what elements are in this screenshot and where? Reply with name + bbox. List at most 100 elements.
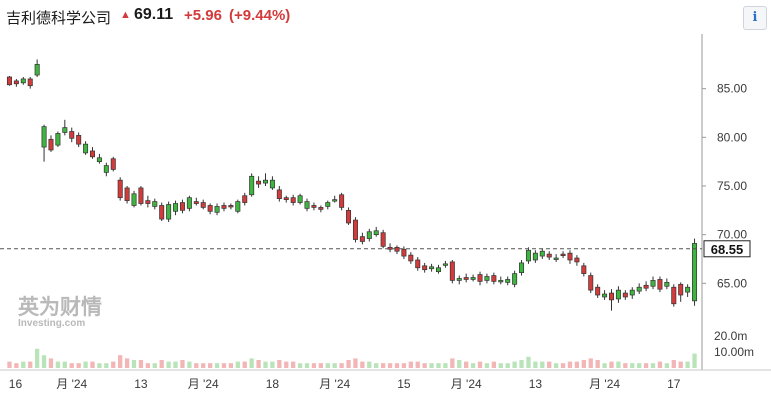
- candle: [13, 78, 19, 87]
- candle: [380, 229, 386, 249]
- candle-body: [34, 63, 40, 76]
- candle: [442, 260, 448, 268]
- chart-frame: [0, 34, 771, 371]
- volume-bar: [692, 353, 697, 368]
- volume-axis: 20.0m 10.00m: [714, 329, 754, 359]
- candle: [629, 287, 635, 299]
- volume-bar: [623, 363, 628, 368]
- candle: [55, 131, 61, 148]
- volume-bar: [34, 348, 40, 368]
- candle: [643, 281, 649, 292]
- volume-bar: [664, 363, 670, 368]
- candle-body: [484, 276, 490, 281]
- candle-body: [159, 205, 165, 220]
- candle-body: [436, 267, 441, 273]
- candle: [311, 202, 317, 211]
- candle-body: [622, 292, 628, 298]
- candle: [560, 251, 566, 259]
- candle: [532, 250, 538, 263]
- volume-bar: [470, 363, 476, 368]
- volume-bar: [21, 361, 26, 368]
- volume-bar: [512, 361, 517, 368]
- candle-body: [117, 179, 123, 199]
- candle-body: [456, 278, 462, 281]
- candle-body: [657, 279, 663, 290]
- candle: [422, 262, 428, 273]
- candle-body: [263, 179, 268, 184]
- candle: [595, 284, 601, 298]
- company-name: 吉利德科学公司: [6, 9, 112, 27]
- candle-body: [145, 200, 151, 204]
- x-tick-label: 月 '24: [451, 377, 482, 391]
- candle: [207, 203, 213, 215]
- candle: [41, 124, 47, 162]
- candle-body: [643, 284, 649, 289]
- candle-body: [332, 199, 338, 202]
- candle-body: [664, 282, 670, 287]
- candle-body: [650, 280, 656, 287]
- volume-bar: [671, 360, 676, 368]
- candle-body: [629, 289, 635, 296]
- candle: [131, 190, 137, 208]
- volume-bar: [457, 360, 462, 368]
- volume-bar: [609, 361, 614, 368]
- candle-body: [636, 286, 642, 292]
- volume-bar: [450, 358, 455, 368]
- volume-bar: [256, 360, 261, 368]
- volume-bar: [685, 361, 690, 368]
- candle-body: [692, 243, 698, 302]
- candle-body: [346, 209, 352, 224]
- candle-body: [602, 293, 608, 298]
- candle: [179, 199, 185, 214]
- volume-bar: [574, 361, 580, 368]
- volume-bar: [221, 363, 227, 368]
- volume-bar: [630, 363, 635, 368]
- volume-bar: [304, 363, 310, 368]
- volume-bar: [560, 363, 566, 368]
- volume-bar: [297, 363, 303, 368]
- candle-body: [290, 197, 296, 203]
- volume-bar: [194, 363, 199, 368]
- candle: [650, 276, 656, 290]
- candle-body: [297, 195, 303, 203]
- candle: [228, 203, 234, 210]
- candle-body: [249, 175, 255, 196]
- volume-bar: [547, 361, 552, 368]
- candle: [359, 232, 365, 245]
- candle: [263, 173, 268, 186]
- volume-bar: [152, 363, 157, 368]
- candle: [318, 205, 324, 213]
- candle: [145, 195, 151, 208]
- candle: [27, 76, 33, 89]
- candle: [394, 245, 400, 255]
- candle-body: [525, 249, 531, 262]
- last-price: 69.11: [134, 6, 174, 23]
- candle: [34, 59, 40, 77]
- candle-body: [463, 277, 469, 280]
- volume-bar: [159, 360, 164, 368]
- volume-bar: [263, 361, 268, 368]
- candle-body: [415, 259, 421, 269]
- watermark-logo: 英为财情 Investing.com: [18, 295, 102, 329]
- candle-body: [256, 180, 262, 185]
- volume-bar: [55, 361, 61, 368]
- volume-bar: [332, 363, 337, 368]
- candle: [83, 141, 89, 155]
- y-tick-label: 65.00: [717, 276, 747, 290]
- volume-bar: [374, 363, 379, 368]
- candle-body: [214, 206, 220, 213]
- candle-body: [519, 262, 525, 273]
- candle-body: [269, 179, 275, 189]
- candle: [62, 119, 68, 136]
- candle-body: [242, 195, 248, 203]
- volume-bar: [277, 360, 282, 368]
- candle-body: [173, 203, 179, 212]
- volume-bar: [367, 361, 372, 368]
- candle-body: [27, 78, 33, 87]
- volume-bar: [346, 360, 351, 368]
- candle: [470, 274, 476, 282]
- info-icon[interactable]: i: [743, 6, 767, 30]
- volume-bar: [581, 360, 586, 368]
- candle-body: [152, 201, 158, 207]
